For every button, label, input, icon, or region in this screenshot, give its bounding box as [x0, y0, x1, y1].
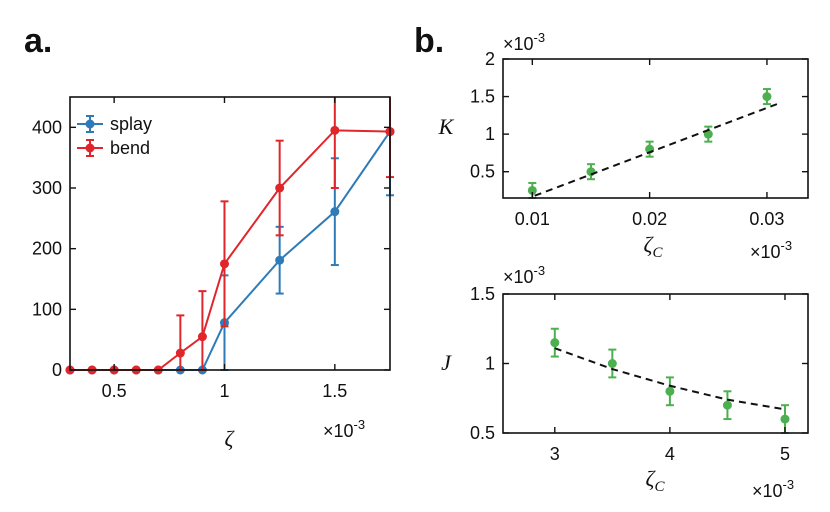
series-splay-point [330, 207, 340, 217]
panel-b-bottom-ytick-label: 0.5 [470, 423, 495, 443]
panel-a-legend: splay bend [77, 114, 152, 158]
panel-b-top-ytick-label: 2 [485, 49, 495, 69]
panel-b-top-xlabel: ζC [644, 232, 664, 261]
series-bend-line [70, 129, 391, 371]
panel-b-bottom-xlabel: ζC [646, 466, 666, 495]
legend-entry-splay: splay [77, 114, 152, 134]
panel-b-top-data-point [527, 185, 537, 195]
panel-b-top-ytick-label: 1 [485, 124, 495, 144]
series-bend-point [219, 259, 229, 269]
panel-b-top-xtick-label: 0.01 [515, 209, 550, 229]
panel-b-bottom-frame [502, 293, 809, 434]
panel-b-bottom-data-point [665, 386, 675, 396]
panel-b-bottom-x-multiplier: ×10-3 [752, 477, 794, 501]
panel-a-frame [69, 96, 391, 371]
panel-a-ytick-label: 100 [32, 299, 62, 319]
panel-b-top-fit-line [534, 101, 782, 197]
panel-b-top-frame [502, 58, 809, 199]
series-splay-point [275, 255, 285, 265]
panel-b-bottom: ×10-3 3 4 5 0.5 1 1.5 J ζC ×10-3 [441, 263, 809, 501]
legend-label-splay: splay [110, 114, 152, 134]
panel-b-top-y-multiplier: ×10-3 [503, 30, 545, 54]
panel-b-label: b. [414, 22, 444, 60]
panel-b-top-ytick-label: 0.5 [470, 162, 495, 182]
panel-a-ytick-label: 0 [52, 360, 62, 380]
legend-label-bend: bend [110, 138, 150, 158]
series-bend-point [197, 332, 207, 342]
panel-b-top-xtick-label: 0.02 [632, 209, 667, 229]
panel-b-top-xtick-label: 0.03 [749, 209, 784, 229]
series-bend-point [330, 125, 340, 135]
panel-b-bottom-y-multiplier: ×10-3 [503, 263, 545, 287]
panel-b-bottom-fit-line [554, 347, 786, 411]
panel-b-bottom-xtick-label: 3 [550, 444, 560, 464]
panel-b-bottom-xtick-label: 5 [780, 444, 790, 464]
panel-a-label: a. [24, 22, 52, 60]
panel-a-xtick-label: 0.5 [102, 381, 127, 401]
panel-a-x-multiplier: ×10-3 [323, 417, 365, 441]
panel-a-xtick-label: 1.5 [322, 381, 347, 401]
panel-a-ytick-label: 200 [32, 239, 62, 259]
panel-b-bottom-data-point [722, 400, 732, 410]
panel-b-bottom-ylabel: J [441, 350, 452, 375]
panel-b-top-ytick-label: 1.5 [470, 87, 495, 107]
panel-b-bottom-ytick-label: 1 [485, 354, 495, 374]
panel-a-ytick-label: 300 [32, 178, 62, 198]
panel-b-top: b. ×10-3 0.01 0.02 0.03 0.5 1 1.5 2 K ζC ×10-3 [414, 22, 809, 262]
panel-b-top-ylabel: K [438, 114, 455, 139]
series-splay-line [70, 131, 391, 371]
panel-b-bottom-xtick-label: 4 [665, 444, 675, 464]
panel-b-bottom-data-point [607, 359, 617, 368]
panel-a-xtick-label: 1 [219, 381, 229, 401]
panel-b-top-x-multiplier: ×10-3 [750, 238, 792, 262]
series-bend-point [275, 183, 285, 193]
panel-a-xlabel: ζ [225, 426, 236, 451]
panel-b-bottom-data-point [780, 414, 790, 424]
panel-a-ytick-label: 400 [32, 117, 62, 137]
panel-b-top-data-point [762, 92, 772, 102]
series-bend-point [175, 348, 185, 358]
panel-b-bottom-ytick-label: 1.5 [470, 284, 495, 304]
panel-b-bottom-data-point [550, 338, 560, 348]
panel-a: a. 0.5 1 1.5 0 100 200 300 400 ζ ×10-3 splay be… [24, 22, 395, 451]
legend-entry-bend: bend [77, 138, 150, 158]
